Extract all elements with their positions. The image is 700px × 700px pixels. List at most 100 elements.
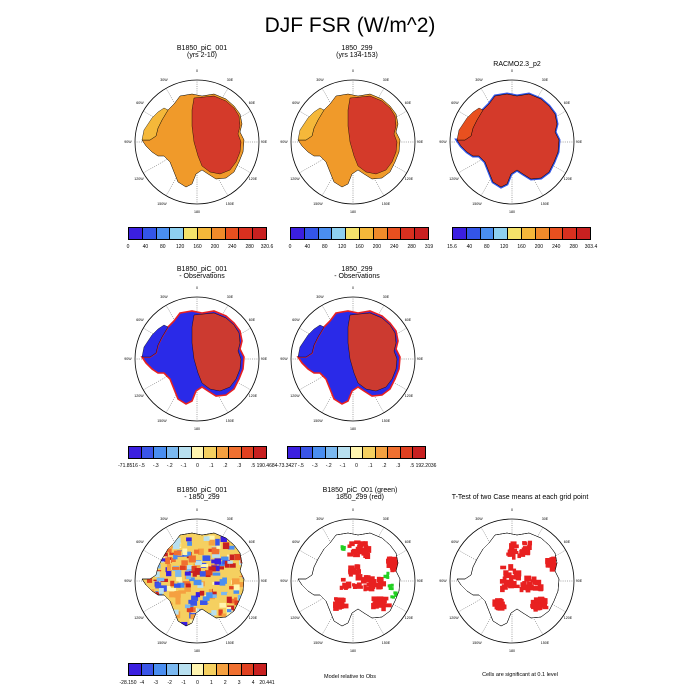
longitude-label: 30W: [160, 295, 168, 299]
longitude-label: 150W: [157, 202, 167, 206]
longitude-label: 30E: [383, 295, 390, 299]
longitude-label: 60W: [451, 540, 459, 544]
colorbar-tick-label: -.1: [339, 463, 346, 469]
colorbar-r2p1: [128, 446, 267, 459]
longitude-label: 30E: [227, 517, 234, 521]
colorbar-tick-label: .5: [251, 463, 256, 469]
colorbar-tick-label: .1: [209, 463, 214, 469]
colorbar-swatch: [216, 664, 230, 675]
longitude-label: 60W: [292, 101, 300, 105]
colorbar-labels-r1p2: 0 40 80 120 160 200 240 280 319: [289, 244, 434, 252]
colorbar-swatch: [373, 228, 388, 239]
colorbar-tick-label: 192.2036: [415, 463, 437, 469]
longitude-label: 60E: [405, 540, 412, 544]
longitude-label: 0: [196, 508, 198, 512]
panel-title-r3p1: B1850_piC_001- 1850_299: [176, 487, 228, 501]
figure-title: DJF FSR (W/m^2): [264, 14, 436, 37]
panel-title-r3p3: T-Test of two Case means at each grid po…: [451, 494, 589, 501]
colorbar-tick-label: 303.4: [584, 244, 598, 250]
longitude-label: 180: [350, 427, 356, 431]
longitude-label: 150W: [313, 641, 323, 645]
colorbar-tick-label: .2: [223, 463, 228, 469]
colorbar-tick-label: 120: [337, 244, 347, 250]
longitude-label: 150E: [226, 419, 235, 423]
longitude-label: 150W: [472, 641, 482, 645]
longitude-label: 120E: [405, 616, 414, 620]
longitude-label: 90E: [417, 579, 424, 583]
colorbar-tick-label: .5: [410, 463, 415, 469]
colorbar-swatch: [225, 228, 240, 239]
colorbar-tick-label: 200: [534, 244, 544, 250]
longitude-label: 180: [194, 649, 200, 653]
colorbar-tick-label: -73.3427: [277, 463, 297, 469]
colorbar-swatch: [253, 228, 266, 239]
colorbar-swatch: [141, 447, 155, 458]
longitude-label: 120W: [134, 616, 144, 620]
colorbar-r2p2: [287, 446, 426, 459]
colorbar-tick-label: 80: [483, 244, 490, 250]
longitude-label: 60E: [249, 101, 256, 105]
colorbar-swatch: [254, 447, 267, 458]
antarctica-field: [141, 93, 245, 188]
colorbar-swatch: [229, 447, 242, 458]
map-r3p1: 0 30E 60E 90E 120E 150E 180 150W 120W 90W 60W 30W: [124, 508, 268, 653]
panel-title-r3p2: B1850_piC_001 (green) 1850_299 (red): [322, 487, 398, 501]
colorbar-swatch: [453, 228, 467, 239]
longitude-label: 60W: [136, 318, 144, 322]
colorbar-swatch: [521, 228, 536, 239]
longitude-label: 120W: [290, 394, 300, 398]
longitude-label: 180: [509, 210, 515, 214]
colorbar-swatch: [291, 228, 305, 239]
longitude-label: 120E: [564, 616, 573, 620]
colorbar-swatch: [300, 447, 314, 458]
longitude-label: 90E: [261, 579, 268, 583]
colorbar-swatch: [191, 447, 205, 458]
antarctica-field: [296, 310, 401, 405]
longitude-label: 60W: [136, 540, 144, 544]
colorbar-tick-label: .1: [368, 463, 373, 469]
colorbar-tick-label: 280: [245, 244, 254, 250]
colorbar-swatch: [400, 447, 414, 458]
colorbar-tick-label: 80: [159, 244, 166, 250]
longitude-label: 90W: [439, 579, 447, 583]
colorbar-tick-label: .2: [382, 463, 387, 469]
colorbar-swatch: [229, 664, 242, 675]
colorbar-tick-label: 3: [237, 680, 241, 686]
colorbar-tick-label: 2: [223, 680, 227, 686]
longitude-label: 120W: [449, 616, 459, 620]
colorbar-swatch: [535, 228, 550, 239]
longitude-label: 90W: [124, 140, 132, 144]
longitude-label: 90W: [280, 140, 288, 144]
colorbar-swatch: [413, 447, 426, 458]
colorbar-swatch: [204, 447, 217, 458]
colorbar-swatch: [179, 664, 192, 675]
colorbar-swatch: [350, 447, 364, 458]
colorbar-tick-label: 1: [210, 680, 213, 686]
colorbar-swatch: [318, 228, 333, 239]
caption-r3p2: Model relative to Obs: [324, 674, 376, 680]
longitude-label: 90E: [417, 357, 424, 361]
colorbar-tick-label: 190.4684: [256, 463, 278, 469]
longitude-label: 180: [194, 210, 200, 214]
longitude-label: 120W: [134, 177, 144, 181]
colorbar-labels-r3p1: -28.150 -4 -3 -2 -1 0 1 2 3 4 20.441: [120, 680, 275, 688]
longitude-label: 90E: [261, 140, 268, 144]
colorbar-tick-label: -.3: [311, 463, 318, 469]
panel-title-r2p2: 1850_299- Observations: [334, 266, 380, 280]
colorbar-tick-label: -71.8516: [118, 463, 138, 469]
colorbar-tick-label: -.3: [152, 463, 159, 469]
longitude-label: 60E: [564, 540, 571, 544]
colorbar-swatch: [241, 447, 255, 458]
colorbar-swatch: [563, 228, 578, 239]
longitude-label: 90W: [280, 357, 288, 361]
map-r2p1: 0 30E 60E 90E 120E 150E 180 150W 120W 90W 60W 30W: [124, 286, 267, 431]
colorbar-swatch: [179, 447, 192, 458]
longitude-label: 150E: [226, 202, 235, 206]
longitude-label: 90E: [576, 140, 583, 144]
colorbar-tick-label: -2: [167, 680, 172, 686]
longitude-label: 120E: [405, 394, 414, 398]
longitude-label: 120E: [564, 177, 573, 181]
colorbar-tick-label: 120: [499, 244, 509, 250]
colorbar-tick-label: -.5: [138, 463, 145, 469]
colorbar-swatch: [549, 228, 564, 239]
